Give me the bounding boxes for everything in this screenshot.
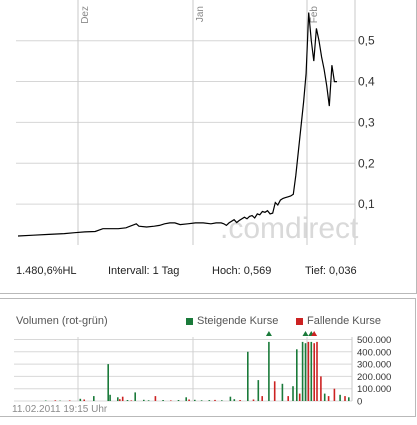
x-tick-label: Jan (195, 6, 206, 22)
volume-bar (327, 396, 330, 401)
vol-y-tick-label: 200.000 (357, 372, 391, 383)
y-tick-label: 0,1 (358, 197, 375, 211)
volume-bar (130, 400, 133, 401)
legend-down-swatch (296, 317, 303, 325)
volume-bar (273, 381, 276, 401)
volume-panel: 0 100.000 200.000 300.000 400.000 500.000 (0, 298, 416, 417)
volume-bar (93, 396, 95, 401)
volume-bar (287, 396, 289, 401)
volume-bar (109, 394, 111, 401)
volume-bar (119, 399, 121, 401)
volume-bar (348, 397, 350, 401)
volume-bar (304, 343, 307, 401)
volume-bar (257, 380, 260, 401)
volume-bar (268, 341, 270, 401)
volume-bar (239, 400, 241, 401)
legend-down-label: Fallende Kurse (307, 315, 381, 327)
volume-bar (143, 399, 145, 401)
volume-bar (320, 376, 322, 401)
volume-bar (323, 393, 326, 401)
vol-y-tick-label: 100.000 (357, 384, 391, 395)
volume-bar (261, 396, 263, 401)
legend-up: Steigende Kurse (186, 315, 278, 327)
legend-up-label: Steigende Kurse (197, 315, 279, 327)
stat-high: Hoch: 0,569 (212, 265, 272, 277)
price-line (17, 12, 337, 237)
watermark: .comdirect (220, 212, 359, 245)
volume-bar (301, 341, 304, 401)
volume-bar (233, 399, 236, 401)
y-tick-label: 0,2 (358, 156, 375, 170)
stat-interval: Intervall: 1 Tag (108, 265, 180, 277)
volume-arrow (311, 331, 318, 336)
vol-y-tick-label: 400.000 (357, 347, 391, 358)
volume-bar (333, 388, 336, 401)
price-panel: 0,1 0,2 0,3 0,4 0,5 Dez Jan Feb .comdirect (0, 0, 417, 294)
volume-bar (252, 399, 255, 401)
volume-bar (310, 341, 313, 401)
volume-bar (214, 399, 216, 401)
volume-bar (83, 399, 85, 401)
volume-bar (208, 400, 211, 401)
y-tick-label: 0,4 (358, 75, 375, 89)
legend-down: Fallende Kurse (296, 315, 381, 327)
volume-bar (134, 392, 136, 401)
volume-bar (117, 397, 119, 401)
volume-bar (170, 400, 172, 401)
volume-bar (316, 341, 318, 401)
volume-bar (339, 394, 341, 401)
volume-bar (68, 400, 71, 401)
volume-bar (296, 349, 298, 401)
stat-low: Tief: 0,036 (305, 265, 357, 277)
volume-bar (126, 400, 129, 401)
volume-bar (188, 399, 190, 401)
volume-bar (221, 400, 223, 401)
volume-bar (344, 396, 346, 401)
volume-bar (79, 398, 82, 401)
y-tick-label: 0,3 (358, 115, 375, 129)
volume-bar (194, 399, 196, 401)
volume-arrow (265, 331, 272, 336)
vol-y-tick-label: 300.000 (357, 360, 391, 371)
volume-bar (121, 396, 124, 401)
price-chart: 0,1 0,2 0,3 0,4 0,5 Dez Jan Feb .comdirect (16, 0, 375, 245)
stat-change: 1.480,6%HL (16, 265, 77, 277)
vol-y-tick-label: 0 (357, 397, 362, 408)
x-tick-label: Feb (309, 6, 320, 24)
volume-bar (185, 397, 187, 401)
y-tick-label: 0,5 (358, 34, 375, 48)
volume-bar (147, 400, 150, 401)
volume-title: Volumen (rot-grün) (16, 315, 108, 327)
timestamp: 11.02.2011 19:15 Uhr (12, 404, 108, 415)
volume-bar (107, 364, 109, 401)
volume-bar (292, 386, 294, 401)
volume-bar (281, 383, 284, 401)
volume-bar (247, 351, 249, 401)
volume-arrow (302, 331, 309, 336)
volume-bar (162, 400, 164, 401)
volume-bar (298, 393, 301, 401)
volume-bar (154, 396, 157, 401)
vol-y-tick-label: 500.000 (357, 335, 391, 346)
volume-bar (313, 343, 315, 401)
volume-bar (200, 400, 203, 401)
legend-up-swatch (186, 317, 193, 325)
volume-bar (54, 400, 57, 401)
volume-bar (307, 341, 310, 401)
volume-bar (177, 400, 180, 401)
x-tick-label: Dez (80, 6, 91, 24)
volume-bar (229, 396, 232, 401)
volume-bar (44, 400, 47, 401)
